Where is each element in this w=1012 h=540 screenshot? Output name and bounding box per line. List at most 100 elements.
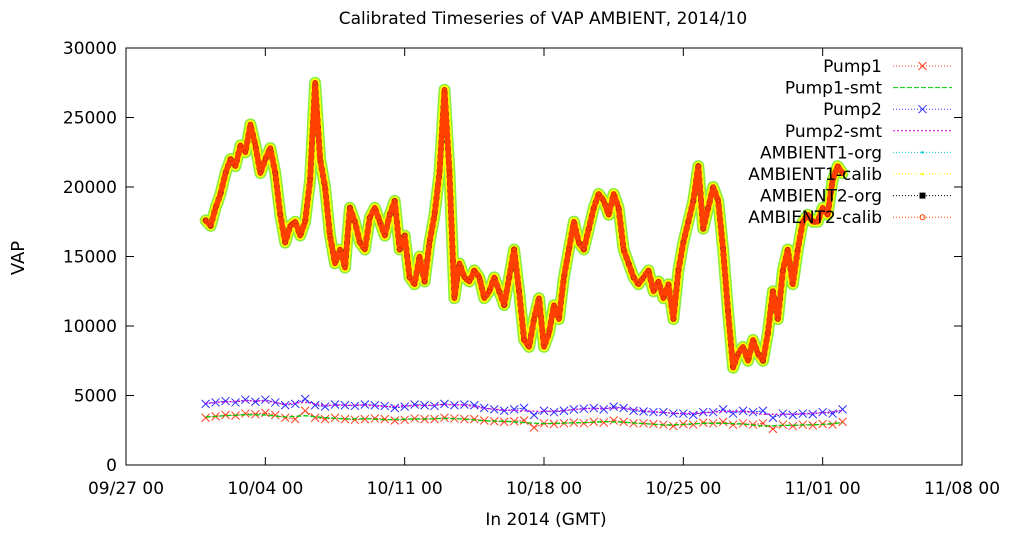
- point: [629, 406, 638, 416]
- point: [778, 420, 788, 430]
- point: [407, 274, 413, 280]
- point: [242, 149, 248, 155]
- point: [441, 87, 447, 93]
- point: [725, 309, 731, 315]
- point: [650, 288, 656, 294]
- point: [720, 247, 726, 253]
- point: [626, 260, 632, 266]
- point: [208, 223, 214, 229]
- point: [410, 400, 419, 409]
- point: [469, 400, 479, 410]
- point: [218, 191, 224, 197]
- point: [422, 279, 428, 285]
- point: [203, 217, 209, 223]
- point: [292, 219, 298, 225]
- point: [808, 421, 818, 430]
- point: [645, 267, 651, 273]
- point: [302, 219, 308, 225]
- point: [322, 184, 328, 190]
- point: [601, 198, 607, 204]
- point: [412, 281, 418, 287]
- point: [320, 414, 330, 424]
- point: [710, 184, 716, 190]
- point: [312, 80, 318, 86]
- point: [818, 407, 828, 417]
- point: [347, 205, 353, 211]
- legend-label: Pump2-smt: [785, 122, 882, 142]
- point: [541, 344, 547, 350]
- point: [357, 240, 363, 246]
- point: [519, 416, 529, 425]
- point: [606, 212, 612, 218]
- point: [417, 254, 423, 260]
- point: [390, 403, 400, 413]
- y-tick-label: 30000: [63, 39, 117, 59]
- point: [228, 156, 234, 162]
- point: [360, 400, 370, 409]
- legend-label: AMBIENT1-calib: [748, 165, 882, 185]
- point: [800, 219, 806, 225]
- point: [838, 405, 847, 414]
- point: [785, 247, 791, 253]
- point: [430, 414, 439, 424]
- point: [531, 316, 537, 322]
- point: [350, 401, 360, 411]
- point: [688, 410, 698, 420]
- point: [698, 407, 708, 417]
- point: [300, 394, 310, 404]
- point: [491, 274, 497, 280]
- chart-title: Calibrated Timeseries of VAP AMBIENT, 20…: [339, 9, 747, 29]
- point: [780, 267, 786, 273]
- point: [775, 316, 781, 322]
- point: [479, 403, 489, 413]
- point: [641, 274, 647, 280]
- point: [740, 344, 746, 350]
- point: [576, 240, 582, 246]
- point: [402, 233, 408, 239]
- point: [280, 400, 290, 410]
- x-axis-label: In 2014 (GMT): [485, 510, 606, 530]
- point: [310, 413, 320, 423]
- point: [579, 404, 589, 414]
- point: [738, 418, 748, 428]
- point: [270, 410, 280, 420]
- point: [516, 288, 522, 294]
- point: [367, 215, 373, 221]
- point: [509, 416, 519, 426]
- point: [221, 410, 230, 420]
- point: [506, 274, 512, 280]
- point: [432, 212, 438, 218]
- point: [201, 399, 210, 409]
- point: [481, 295, 487, 301]
- point: [609, 416, 619, 425]
- point: [728, 420, 738, 430]
- point: [838, 417, 847, 427]
- point: [790, 281, 796, 287]
- point: [698, 418, 708, 427]
- point: [282, 240, 288, 246]
- point: [599, 405, 609, 414]
- series-line: [205, 400, 843, 415]
- point: [287, 223, 293, 229]
- legend: Pump1Pump1-smtPump2Pump2-smtAMBIENT1-org…: [748, 57, 952, 228]
- x-tick-label: 09/27 00: [88, 479, 164, 499]
- point: [307, 177, 313, 183]
- point: [436, 170, 442, 176]
- y-tick-label: 25000: [63, 109, 117, 129]
- point: [221, 396, 230, 406]
- point: [805, 212, 811, 218]
- point: [825, 212, 831, 218]
- point: [231, 398, 240, 407]
- point: [840, 170, 846, 176]
- point: [586, 226, 592, 232]
- point: [509, 405, 519, 414]
- point: [377, 219, 383, 225]
- point: [521, 337, 527, 343]
- point: [476, 274, 482, 280]
- x-tick-label: 10/18 00: [506, 479, 582, 499]
- point: [621, 247, 627, 253]
- point: [760, 358, 766, 364]
- point: [501, 302, 507, 308]
- point: [566, 247, 572, 253]
- series-ambient2-calib: [199, 76, 849, 374]
